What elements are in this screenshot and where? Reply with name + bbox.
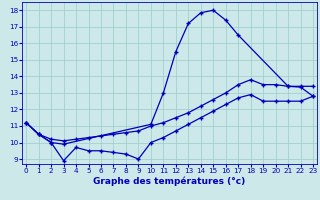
X-axis label: Graphe des températures (°c): Graphe des températures (°c) — [93, 177, 246, 186]
